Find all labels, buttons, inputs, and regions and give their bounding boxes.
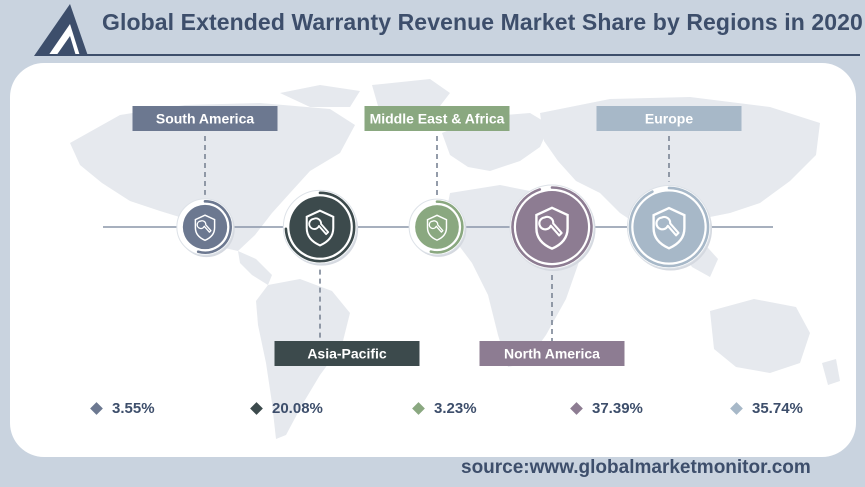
region-label: Asia-Pacific xyxy=(307,346,387,362)
region-node-2: Middle East & Africa xyxy=(364,106,510,257)
shield-wrench-icon xyxy=(652,206,686,250)
region-label-box xyxy=(479,341,625,366)
shield-wrench-icon xyxy=(305,209,335,247)
node-arc xyxy=(284,191,356,263)
region-node-3: North America xyxy=(479,184,625,366)
share-value: 20.08% xyxy=(272,400,323,417)
title-underline xyxy=(38,54,860,56)
region-label: South America xyxy=(156,111,254,127)
region-node-0: South America xyxy=(132,106,278,258)
region-label: North America xyxy=(504,346,600,362)
shield-wrench-icon xyxy=(426,214,448,241)
shield-wrench-icon xyxy=(194,214,216,242)
share-value: 37.39% xyxy=(592,400,643,417)
region-node-1: Asia-Pacific xyxy=(274,189,420,366)
share-value: 3.23% xyxy=(434,400,477,417)
header: Global Extended Warranty Revenue Market … xyxy=(0,0,865,58)
source-caption: source:www.globalmarketmonitor.com xyxy=(461,457,811,478)
region-label-box xyxy=(596,106,742,131)
region-node-4: Europe xyxy=(596,106,742,271)
page-title: Global Extended Warranty Revenue Market … xyxy=(102,9,863,35)
triangle-logo-icon xyxy=(34,4,88,56)
region-label-box xyxy=(274,341,420,366)
share-value: 3.55% xyxy=(112,400,155,417)
share-value: 35.74% xyxy=(752,400,803,417)
shield-wrench-icon xyxy=(535,206,569,250)
node-arc xyxy=(628,186,710,268)
node-arc xyxy=(429,200,464,254)
region-label: Europe xyxy=(645,111,693,127)
region-label-box xyxy=(132,106,278,131)
region-label: Middle East & Africa xyxy=(370,111,505,127)
node-arc xyxy=(511,186,593,268)
region-label-box xyxy=(364,106,510,131)
node-arc xyxy=(196,200,232,254)
